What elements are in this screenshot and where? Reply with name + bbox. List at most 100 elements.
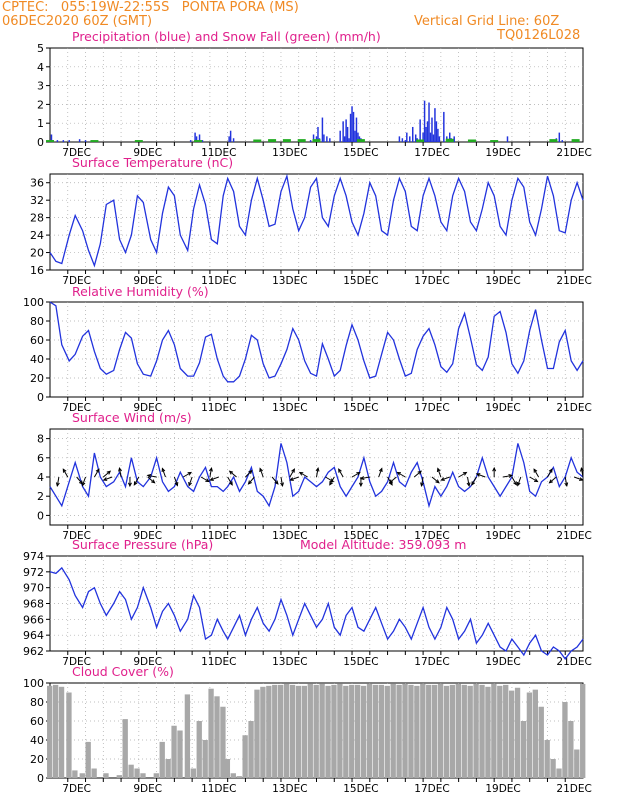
precip-bar xyxy=(312,134,315,142)
cloud-xtick-label: 9DEC xyxy=(133,783,162,795)
wind-arrow-head xyxy=(127,482,132,488)
wind-arrow-head xyxy=(133,481,138,486)
precipitation-xtick-label: 7DEC xyxy=(62,147,91,159)
cloud-bar xyxy=(337,683,343,778)
cloud-bar xyxy=(580,683,586,778)
cloud-bar xyxy=(485,686,491,778)
snow-bar xyxy=(356,139,365,142)
precipitation-xtick-label: 9DEC xyxy=(133,147,162,159)
pressure-title: Surface Pressure (hPa) xyxy=(72,537,213,552)
wind-xtick-label: 17DEC xyxy=(414,530,449,542)
pressure-ytick-label: 968 xyxy=(23,598,44,611)
cloud-bar xyxy=(184,694,191,778)
temperature-xtick-label: 7DEC xyxy=(62,275,91,287)
wind-arrow-head xyxy=(579,477,584,481)
cloud-bar xyxy=(58,686,65,778)
wind-arrow xyxy=(183,472,192,478)
cloud-ytick-label: 60 xyxy=(30,715,44,728)
wind-arrow xyxy=(421,476,424,486)
wind-series-line xyxy=(49,443,584,509)
wind-arrow xyxy=(290,476,299,481)
wind-arrow xyxy=(271,476,279,485)
precip-bar xyxy=(56,140,59,142)
cloud-bar xyxy=(396,684,402,778)
cloud-bar xyxy=(354,684,361,778)
temperature-xtick-label: 15DEC xyxy=(343,275,378,287)
wind-ytick-label: 8 xyxy=(37,433,44,446)
cloud-bar xyxy=(122,719,128,778)
wind-arrow xyxy=(441,476,450,481)
wind-arrow-head xyxy=(548,479,553,484)
cloud-bar xyxy=(66,692,72,778)
wind-arrow xyxy=(549,476,557,484)
cloud-bar xyxy=(254,689,260,778)
wind-arrow xyxy=(161,468,166,478)
humidity-xtick-label: 9DEC xyxy=(133,402,162,414)
wind-arrow xyxy=(227,476,233,486)
wind-arrow-head xyxy=(298,471,304,476)
cloud-bar xyxy=(497,685,503,778)
wind-arrow-head xyxy=(356,471,361,476)
wind-arrow xyxy=(56,476,60,486)
temperature-ytick-label: 20 xyxy=(30,247,44,260)
precip-bar xyxy=(506,136,509,142)
pressure-ytick-label: 964 xyxy=(23,629,44,642)
cloud-bar xyxy=(301,685,308,778)
precip-bar xyxy=(229,130,232,142)
snow-bar xyxy=(416,139,425,142)
wind-arrow xyxy=(564,476,568,486)
cloud-bar xyxy=(236,776,242,778)
humidity-xtick-label: 21DEC xyxy=(556,402,591,414)
temperature-title: Surface Temperature (nC) xyxy=(72,155,233,170)
temperature-ytick-label: 28 xyxy=(30,212,44,225)
wind-arrow-head xyxy=(466,482,471,488)
precip-bar xyxy=(321,117,324,142)
cloud-bar xyxy=(116,775,122,778)
wind-arrow-head xyxy=(548,468,553,473)
wind-arrow-head xyxy=(315,466,320,472)
snow-bar xyxy=(194,140,203,142)
wind-arrow-head xyxy=(146,474,152,478)
cloud-bar xyxy=(177,730,183,778)
cloud-bar xyxy=(556,768,562,778)
pressure-xtick-label: 19DEC xyxy=(485,656,520,668)
snow-bar xyxy=(134,140,143,142)
grid-note: Vertical Grid Line: 60Z xyxy=(414,14,560,29)
cloud-bar xyxy=(91,768,97,778)
cloud-bar xyxy=(313,684,319,778)
precip-bar xyxy=(198,134,201,142)
wind-arrow xyxy=(580,468,584,478)
pressure-xtick-label: 15DEC xyxy=(343,656,378,668)
temperature-xtick-label: 19DEC xyxy=(485,275,520,287)
precip-bar xyxy=(339,130,341,142)
pressure-ytick-label: 972 xyxy=(23,566,44,579)
cloud-ytick-label: 20 xyxy=(30,753,44,766)
cloud-bar xyxy=(208,688,214,778)
cloud-bar xyxy=(140,773,146,778)
pressure-subtitle: Model Altitude: 359.093 m xyxy=(300,537,466,552)
model-code: TQ0126L028 xyxy=(497,28,581,43)
precip-bar xyxy=(329,138,331,142)
cloud-bar xyxy=(372,684,379,778)
cloud-ytick-label: 80 xyxy=(30,696,44,709)
precip-bar xyxy=(342,121,344,142)
wind-arrow-head xyxy=(388,479,394,484)
cloud-bar xyxy=(343,685,349,778)
cloud-bar xyxy=(479,684,485,778)
cloud-bar xyxy=(402,683,408,778)
cloud-bar xyxy=(414,685,420,778)
cloud-bar xyxy=(319,683,325,778)
wind-arrow-head xyxy=(247,480,252,485)
wind-arrow xyxy=(389,476,397,484)
wind-arrow-head xyxy=(417,470,422,475)
pressure-ytick-label: 962 xyxy=(23,645,44,658)
wind-arrow xyxy=(245,470,253,478)
wind-arrow-head xyxy=(329,478,335,483)
cloud-bar xyxy=(384,685,390,778)
wind-arrow-head xyxy=(62,468,67,473)
precip-bar xyxy=(419,119,421,142)
pressure-xtick-label: 7DEC xyxy=(62,656,91,668)
precip-bar xyxy=(349,113,352,142)
precip-bar xyxy=(348,138,350,142)
cloud-bar xyxy=(202,740,208,778)
